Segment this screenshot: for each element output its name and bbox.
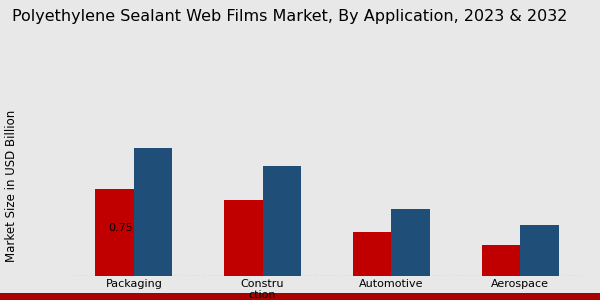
Bar (482, 244, 520, 276)
Bar (353, 232, 391, 276)
Legend: 2023, 2032: 2023, 2032 (451, 0, 576, 3)
Bar (134, 148, 172, 276)
Text: 0.75: 0.75 (108, 223, 133, 233)
Text: Market Size in USD Billion: Market Size in USD Billion (5, 110, 19, 262)
Bar (263, 166, 301, 276)
Bar (391, 208, 430, 276)
Bar (95, 189, 134, 276)
Bar (224, 200, 263, 276)
Bar (520, 225, 559, 276)
Text: Polyethylene Sealant Web Films Market, By Application, 2023 & 2032: Polyethylene Sealant Web Films Market, B… (12, 9, 568, 24)
